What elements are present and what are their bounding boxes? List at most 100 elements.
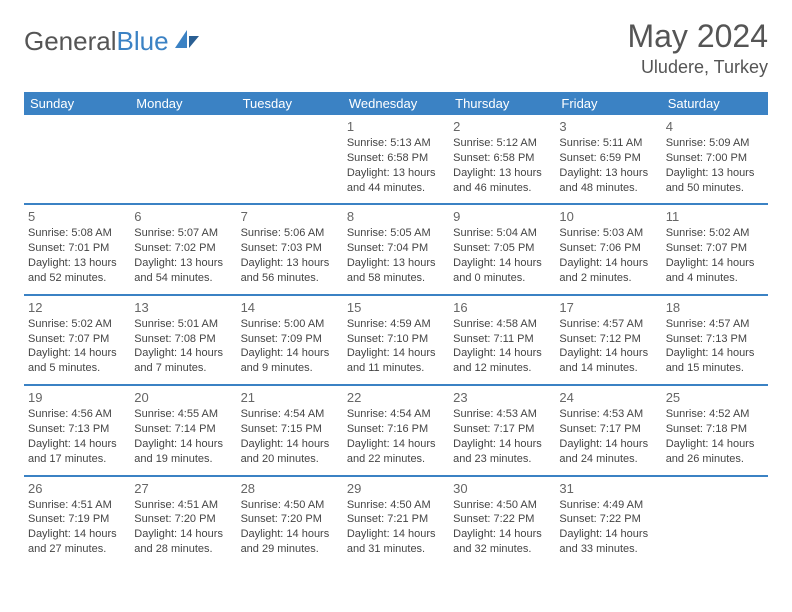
header: GeneralBlue May 2024 Uludere, Turkey <box>24 18 768 78</box>
day-detail: Sunrise: 4:54 AMSunset: 7:15 PMDaylight:… <box>241 407 339 466</box>
day-detail: Sunrise: 4:50 AMSunset: 7:21 PMDaylight:… <box>347 498 445 557</box>
calendar-cell: 12 Sunrise: 5:02 AMSunset: 7:07 PMDayligh… <box>24 295 130 385</box>
calendar-cell: 8Sunrise: 5:05 AMSunset: 7:04 PMDaylight… <box>343 204 449 294</box>
brand-logo: GeneralBlue <box>24 18 201 57</box>
calendar-cell: 23Sunrise: 4:53 AMSunset: 7:17 PMDayligh… <box>449 385 555 475</box>
weekday-header: Sunday <box>24 92 130 115</box>
calendar-cell: 2Sunrise: 5:12 AMSunset: 6:58 PMDaylight… <box>449 115 555 204</box>
day-number: 30 <box>453 481 551 496</box>
calendar-cell: 18 Sunrise: 4:57 AMSunset: 7:13 PMDayligh… <box>662 295 768 385</box>
brand-part1: General <box>24 26 117 57</box>
day-number: 2 <box>453 119 551 134</box>
day-detail: Sunrise: 5:09 AMSunset: 7:00 PMDaylight:… <box>666 136 764 195</box>
calendar-cell: 4 Sunrise: 5:09 AMSunset: 7:00 PMDaylight… <box>662 115 768 204</box>
day-number: 16 <box>453 300 551 315</box>
calendar-row: 12 Sunrise: 5:02 AMSunset: 7:07 PMDayligh… <box>24 295 768 385</box>
calendar-row: 5 Sunrise: 5:08 AMSunset: 7:01 PMDaylight… <box>24 204 768 294</box>
day-number: 11 <box>666 209 764 224</box>
calendar-cell: 10Sunrise: 5:03 AMSunset: 7:06 PMDayligh… <box>555 204 661 294</box>
day-detail: Sunrise: 4:55 AMSunset: 7:14 PMDaylight:… <box>134 407 232 466</box>
day-detail: Sunrise: 5:00 AMSunset: 7:09 PMDaylight:… <box>241 317 339 376</box>
day-detail: Sunrise: 5:02 AMSunset: 7:07 PMDaylight:… <box>28 317 126 376</box>
calendar-cell <box>130 115 236 204</box>
day-number: 28 <box>241 481 339 496</box>
day-number: 7 <box>241 209 339 224</box>
day-detail: Sunrise: 5:08 AMSunset: 7:01 PMDaylight:… <box>28 226 126 285</box>
title-block: May 2024 Uludere, Turkey <box>627 18 768 78</box>
brand-part2: Blue <box>117 26 169 57</box>
calendar-cell: 27 Sunrise: 4:51 AMSunset: 7:20 PMDayligh… <box>130 476 236 565</box>
weekday-header: Wednesday <box>343 92 449 115</box>
day-number: 27 <box>134 481 232 496</box>
calendar-cell: 11 Sunrise: 5:02 AMSunset: 7:07 PMDayligh… <box>662 204 768 294</box>
calendar-cell: 13 Sunrise: 5:01 AMSunset: 7:08 PMDayligh… <box>130 295 236 385</box>
calendar-cell: 16 Sunrise: 4:58 AMSunset: 7:11 PMDayligh… <box>449 295 555 385</box>
calendar-cell: 24Sunrise: 4:53 AMSunset: 7:17 PMDayligh… <box>555 385 661 475</box>
day-number: 10 <box>559 209 657 224</box>
day-detail: Sunrise: 4:50 AMSunset: 7:20 PMDaylight:… <box>241 498 339 557</box>
day-number: 1 <box>347 119 445 134</box>
location-label: Uludere, Turkey <box>627 57 768 78</box>
day-number: 22 <box>347 390 445 405</box>
day-number: 4 <box>666 119 764 134</box>
calendar-cell: 30 Sunrise: 4:50 AMSunset: 7:22 PMDayligh… <box>449 476 555 565</box>
day-number: 31 <box>559 481 657 496</box>
day-detail: Sunrise: 5:06 AMSunset: 7:03 PMDaylight:… <box>241 226 339 285</box>
day-number: 15 <box>347 300 445 315</box>
day-detail: Sunrise: 4:51 AMSunset: 7:20 PMDaylight:… <box>134 498 232 557</box>
calendar-cell <box>662 476 768 565</box>
day-detail: Sunrise: 5:01 AMSunset: 7:08 PMDaylight:… <box>134 317 232 376</box>
calendar-row: 26 Sunrise: 4:51 AMSunset: 7:19 PMDayligh… <box>24 476 768 565</box>
day-detail: Sunrise: 5:02 AMSunset: 7:07 PMDaylight:… <box>666 226 764 285</box>
day-detail: Sunrise: 4:51 AMSunset: 7:19 PMDaylight:… <box>28 498 126 557</box>
calendar-cell: 20Sunrise: 4:55 AMSunset: 7:14 PMDayligh… <box>130 385 236 475</box>
calendar-cell: 26 Sunrise: 4:51 AMSunset: 7:19 PMDayligh… <box>24 476 130 565</box>
calendar-cell: 29 Sunrise: 4:50 AMSunset: 7:21 PMDayligh… <box>343 476 449 565</box>
calendar-cell: 28 Sunrise: 4:50 AMSunset: 7:20 PMDayligh… <box>237 476 343 565</box>
day-detail: Sunrise: 5:04 AMSunset: 7:05 PMDaylight:… <box>453 226 551 285</box>
weekday-header: Tuesday <box>237 92 343 115</box>
day-number: 26 <box>28 481 126 496</box>
calendar-cell <box>24 115 130 204</box>
day-number: 14 <box>241 300 339 315</box>
day-number: 29 <box>347 481 445 496</box>
page-title: May 2024 <box>627 18 768 55</box>
day-number: 25 <box>666 390 764 405</box>
day-number: 3 <box>559 119 657 134</box>
day-detail: Sunrise: 4:59 AMSunset: 7:10 PMDaylight:… <box>347 317 445 376</box>
day-number: 13 <box>134 300 232 315</box>
calendar-body: 1Sunrise: 5:13 AMSunset: 6:58 PMDaylight… <box>24 115 768 565</box>
day-number: 5 <box>28 209 126 224</box>
calendar-cell: 25 Sunrise: 4:52 AMSunset: 7:18 PMDayligh… <box>662 385 768 475</box>
calendar-table: SundayMondayTuesdayWednesdayThursdayFrid… <box>24 92 768 565</box>
day-detail: Sunrise: 4:53 AMSunset: 7:17 PMDaylight:… <box>559 407 657 466</box>
day-number: 12 <box>28 300 126 315</box>
day-detail: Sunrise: 4:50 AMSunset: 7:22 PMDaylight:… <box>453 498 551 557</box>
calendar-cell: 9 Sunrise: 5:04 AMSunset: 7:05 PMDaylight… <box>449 204 555 294</box>
day-number: 19 <box>28 390 126 405</box>
weekday-header: Friday <box>555 92 661 115</box>
day-detail: Sunrise: 4:49 AMSunset: 7:22 PMDaylight:… <box>559 498 657 557</box>
calendar-cell: 14 Sunrise: 5:00 AMSunset: 7:09 PMDayligh… <box>237 295 343 385</box>
day-number: 8 <box>347 209 445 224</box>
day-number: 21 <box>241 390 339 405</box>
sail-icon <box>173 26 201 57</box>
calendar-cell: 1Sunrise: 5:13 AMSunset: 6:58 PMDaylight… <box>343 115 449 204</box>
calendar-cell: 19Sunrise: 4:56 AMSunset: 7:13 PMDayligh… <box>24 385 130 475</box>
calendar-row: 19Sunrise: 4:56 AMSunset: 7:13 PMDayligh… <box>24 385 768 475</box>
day-number: 6 <box>134 209 232 224</box>
weekday-header: Thursday <box>449 92 555 115</box>
day-number: 18 <box>666 300 764 315</box>
weekday-header: Monday <box>130 92 236 115</box>
day-detail: Sunrise: 4:57 AMSunset: 7:13 PMDaylight:… <box>666 317 764 376</box>
calendar-cell: 15 Sunrise: 4:59 AMSunset: 7:10 PMDayligh… <box>343 295 449 385</box>
calendar-cell: 22 Sunrise: 4:54 AMSunset: 7:16 PMDayligh… <box>343 385 449 475</box>
day-detail: Sunrise: 4:57 AMSunset: 7:12 PMDaylight:… <box>559 317 657 376</box>
weekday-header: Saturday <box>662 92 768 115</box>
day-number: 9 <box>453 209 551 224</box>
day-detail: Sunrise: 4:58 AMSunset: 7:11 PMDaylight:… <box>453 317 551 376</box>
day-detail: Sunrise: 5:07 AMSunset: 7:02 PMDaylight:… <box>134 226 232 285</box>
calendar-head: SundayMondayTuesdayWednesdayThursdayFrid… <box>24 92 768 115</box>
day-detail: Sunrise: 4:54 AMSunset: 7:16 PMDaylight:… <box>347 407 445 466</box>
day-detail: Sunrise: 4:52 AMSunset: 7:18 PMDaylight:… <box>666 407 764 466</box>
